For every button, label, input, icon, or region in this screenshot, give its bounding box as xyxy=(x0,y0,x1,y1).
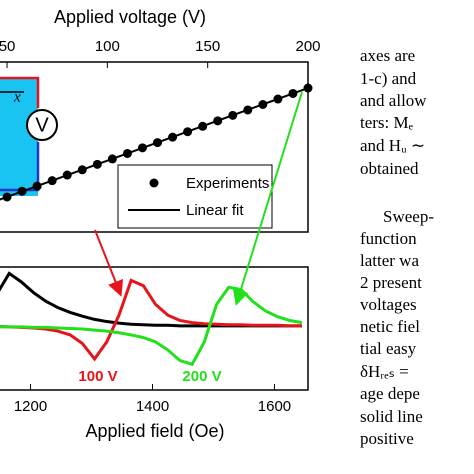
x-tick-label: 50 xyxy=(0,38,15,55)
legend-label: Linear fit xyxy=(186,202,244,219)
data-point xyxy=(32,181,42,191)
text-line: age depe xyxy=(360,384,420,403)
inset-axis-label: x xyxy=(13,89,21,105)
curve xyxy=(0,285,303,367)
data-point xyxy=(17,186,27,196)
curve-label: 200 V xyxy=(182,368,221,385)
x-tick-label: 100 xyxy=(95,38,120,55)
data-point xyxy=(168,132,178,142)
text-line: δHᵣₑₛ = xyxy=(360,362,409,381)
text-line: 2 present xyxy=(360,273,422,292)
data-point xyxy=(92,159,102,169)
text-line: ters: Mₑ xyxy=(360,113,414,132)
curve xyxy=(0,278,302,362)
data-point xyxy=(273,94,283,104)
text-line: axes are xyxy=(360,46,415,65)
x-tick-label: 200 xyxy=(295,38,320,55)
data-point xyxy=(62,170,72,180)
data-point xyxy=(137,143,147,153)
text-line: function xyxy=(360,229,417,248)
data-point xyxy=(258,100,268,109)
curve-label: 100 V xyxy=(78,368,117,385)
text-line: obtained xyxy=(360,159,419,178)
text-line: latter wa xyxy=(360,251,419,270)
x-tick-label: 1200 xyxy=(14,398,47,415)
text-line: and Hᵤ ∼ xyxy=(360,136,425,155)
legend xyxy=(117,164,273,229)
voltmeter xyxy=(26,109,58,141)
data-point xyxy=(107,154,117,164)
text-line: 1-c) and xyxy=(360,69,417,88)
x-tick-label: 1600 xyxy=(258,398,291,415)
data-point xyxy=(198,121,208,131)
data-point xyxy=(228,110,238,120)
wire xyxy=(0,76,40,108)
data-point xyxy=(213,116,223,126)
data-point xyxy=(47,176,57,186)
text-line: netic fiel xyxy=(360,317,420,336)
x-tick-label: 150 xyxy=(195,38,220,55)
text-line: Sweep- xyxy=(383,207,434,226)
plot-frame xyxy=(0,61,309,233)
data-point xyxy=(288,88,298,98)
arrow xyxy=(232,91,303,306)
legend-marker xyxy=(149,178,159,188)
arrow xyxy=(94,229,124,297)
inset-circuit: V xyxy=(0,76,58,196)
text-line: voltages xyxy=(360,295,417,314)
x-tick-label: 1400 xyxy=(136,398,169,415)
voltmeter-label: V xyxy=(35,114,49,136)
data-point xyxy=(153,138,163,148)
data-point xyxy=(243,105,253,115)
legend-label: Experiments xyxy=(186,175,269,192)
x-axis-label: Applied voltage (V) xyxy=(54,7,206,27)
text-line: tial easy xyxy=(360,339,417,358)
data-point xyxy=(122,148,132,158)
data-point xyxy=(2,192,12,202)
text-line: positive xyxy=(360,429,414,448)
text-line: solid line xyxy=(360,407,423,426)
text-line: and allow xyxy=(360,91,427,110)
x-axis-label: Applied field (Oe) xyxy=(85,421,224,441)
data-point xyxy=(77,165,87,175)
data-point xyxy=(183,127,193,137)
